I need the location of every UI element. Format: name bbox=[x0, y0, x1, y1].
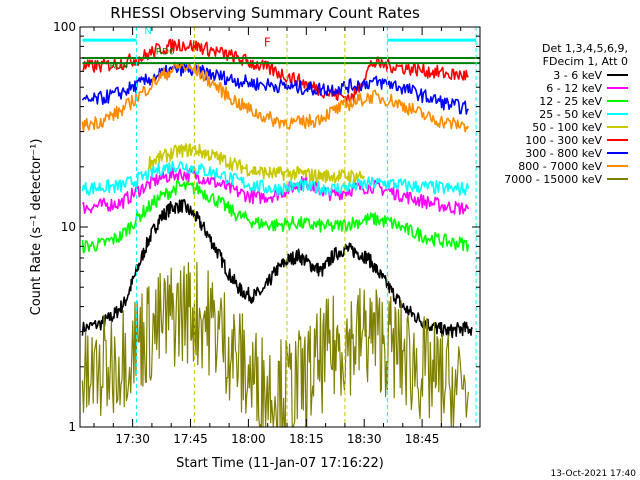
y-tick-label-2: 100 bbox=[53, 20, 76, 34]
y-tick-label-1: 10 bbox=[61, 220, 76, 234]
x-tick-label-1: 17:45 bbox=[173, 432, 208, 446]
legend-label-8: 7000 - 15000 keV bbox=[504, 173, 602, 186]
footer-date: 13-Oct-2021 17:40 bbox=[551, 469, 637, 479]
series-line-6 bbox=[81, 61, 470, 115]
y-axis-label: Count Rate (s⁻¹ detector⁻¹) bbox=[29, 139, 44, 316]
legend-label-7: 800 - 7000 keV bbox=[518, 160, 602, 173]
legend-label-6: 300 - 800 keV bbox=[525, 147, 602, 160]
plot-frame bbox=[79, 26, 481, 428]
series-line-2 bbox=[81, 180, 470, 254]
legend: Det 1,3,4,5,6,9, FDecim 1, Att 0 3 - 6 k… bbox=[504, 42, 628, 186]
legend-label-5: 100 - 300 keV bbox=[525, 134, 602, 147]
legend-title-line-2: FDecim 1, Att 0 bbox=[543, 55, 628, 68]
x-tick-label-5: 18:45 bbox=[405, 432, 440, 446]
series-line-5 bbox=[82, 38, 469, 105]
series-line-8 bbox=[81, 261, 469, 428]
series-line-7 bbox=[81, 61, 470, 133]
rd0-label: RD0 bbox=[156, 47, 175, 57]
chart-title: RHESSI Observing Summary Count Rates bbox=[110, 4, 420, 22]
plot-area: N F RD0 RD4 1 10 100 17:30 17:45 18:00 18:15 18:30 1… bbox=[53, 20, 481, 446]
legend-label-1: 6 - 12 keV bbox=[546, 82, 602, 95]
legend-label-0: 3 - 6 keV bbox=[553, 69, 602, 82]
x-tick-label-4: 18:30 bbox=[347, 432, 382, 446]
saa-label: F bbox=[264, 35, 271, 49]
x-tick-label-3: 18:15 bbox=[289, 432, 324, 446]
legend-label-2: 12 - 25 keV bbox=[539, 95, 602, 108]
legend-label-4: 50 - 100 keV bbox=[532, 121, 602, 134]
series-line-4 bbox=[147, 143, 365, 184]
legend-title-line-1: Det 1,3,4,5,6,9, bbox=[542, 42, 628, 55]
night-label: N bbox=[144, 26, 151, 37]
x-tick-label-0: 17:30 bbox=[115, 432, 150, 446]
rd4-label: RD4 bbox=[109, 62, 128, 72]
y-tick-label-0: 1 bbox=[68, 420, 76, 434]
x-axis-label: Start Time (11-Jan-07 17:16:22) bbox=[176, 456, 384, 471]
legend-label-3: 25 - 50 keV bbox=[539, 108, 602, 121]
x-tick-label-2: 18:00 bbox=[231, 432, 266, 446]
series-line-3 bbox=[81, 160, 470, 197]
series-line-0 bbox=[81, 198, 473, 339]
series-line-1 bbox=[81, 167, 470, 215]
